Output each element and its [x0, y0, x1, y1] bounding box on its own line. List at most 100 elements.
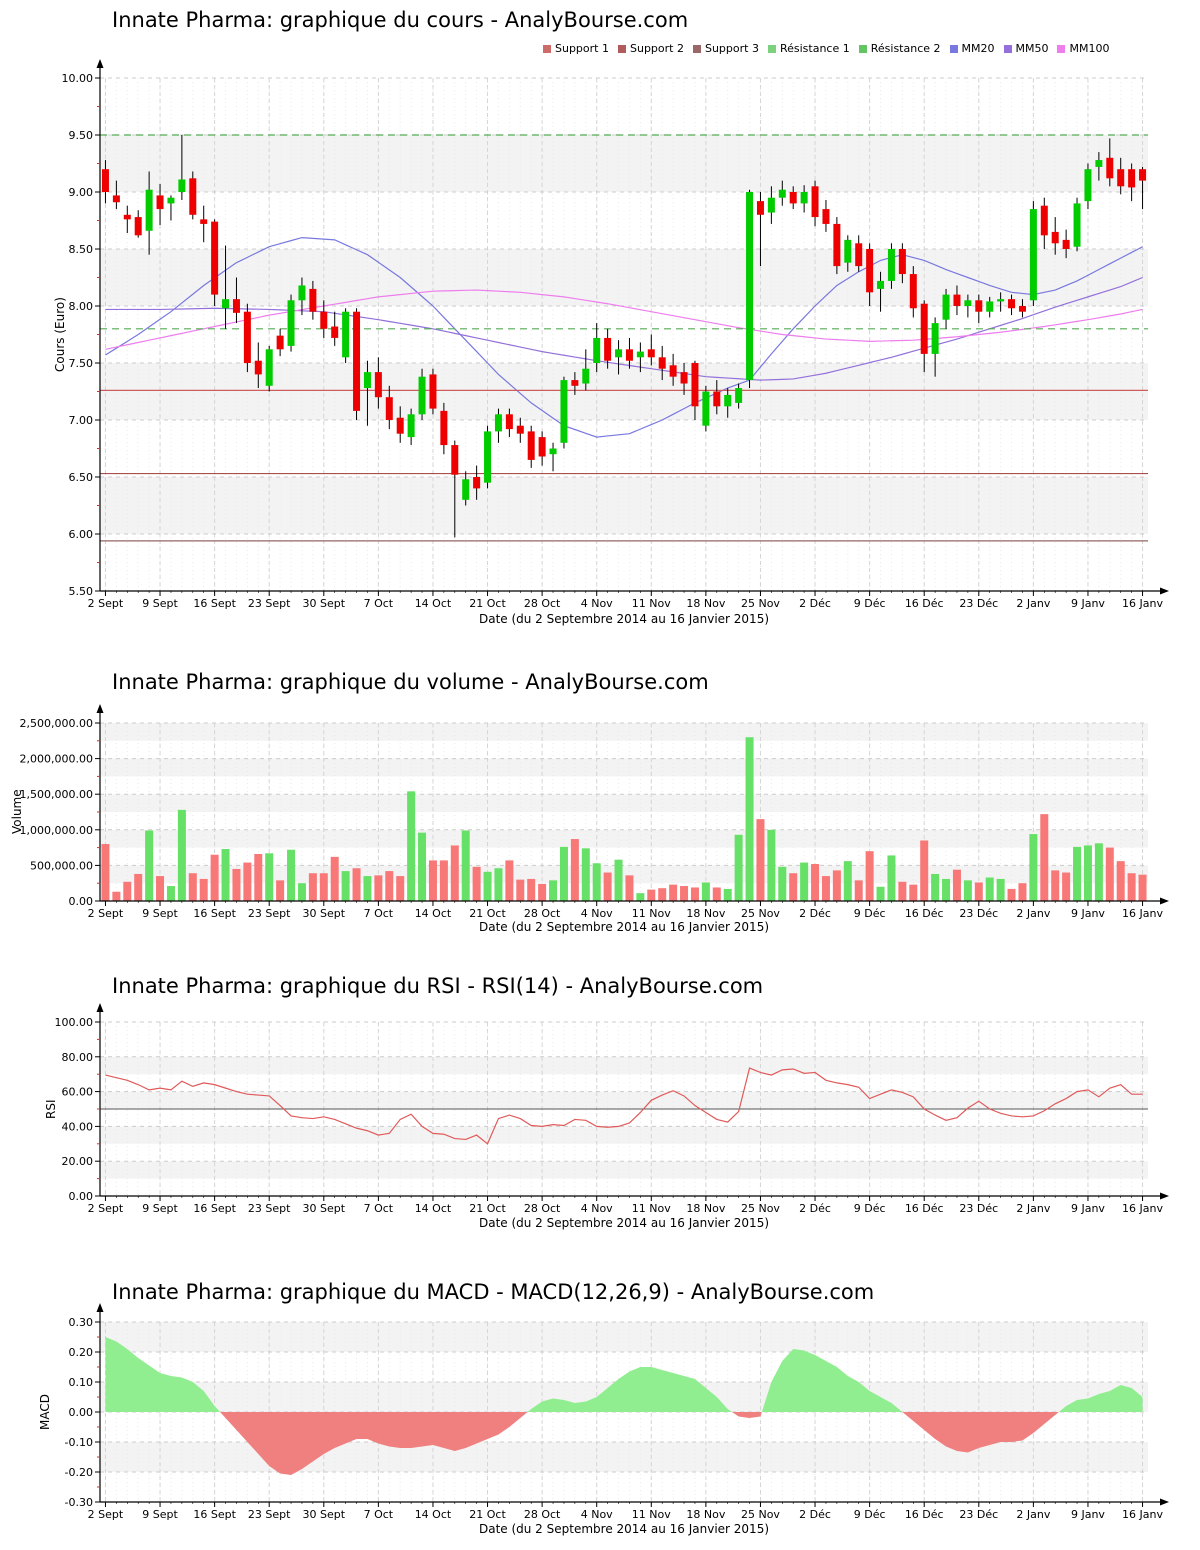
- legend-item: MM20: [949, 42, 995, 55]
- legend-swatch-icon: [1057, 44, 1066, 53]
- svg-text:11 Nov: 11 Nov: [632, 1508, 671, 1521]
- svg-text:4 Nov: 4 Nov: [581, 907, 613, 920]
- svg-text:0.20: 0.20: [69, 1346, 94, 1359]
- svg-text:1,500,000.00: 1,500,000.00: [20, 788, 93, 801]
- svg-text:9 Janv: 9 Janv: [1071, 1508, 1105, 1521]
- legend-item: Résistance 1: [767, 42, 850, 55]
- svg-text:0.00: 0.00: [69, 1190, 94, 1203]
- rsi-line: [105, 1067, 1143, 1145]
- rsi-y-axis-label: RSI: [44, 1099, 58, 1119]
- svg-text:9 Déc: 9 Déc: [854, 597, 886, 610]
- legend-label: MM100: [1069, 42, 1110, 55]
- svg-text:2 Déc: 2 Déc: [799, 907, 831, 920]
- volume-series: [101, 737, 1147, 901]
- svg-text:7 Oct: 7 Oct: [364, 597, 394, 610]
- svg-text:23 Déc: 23 Déc: [959, 1508, 998, 1521]
- svg-text:8.50: 8.50: [69, 243, 94, 256]
- svg-text:6.00: 6.00: [69, 528, 94, 541]
- svg-text:80.00: 80.00: [62, 1051, 94, 1064]
- svg-text:9 Déc: 9 Déc: [854, 1202, 886, 1215]
- legend-item: Support 1: [543, 42, 609, 55]
- svg-text:14 Oct: 14 Oct: [415, 1508, 452, 1521]
- svg-text:0.30: 0.30: [69, 1316, 94, 1329]
- svg-text:16 Déc: 16 Déc: [905, 1202, 944, 1215]
- svg-text:-0.10: -0.10: [65, 1436, 93, 1449]
- svg-text:2 Janv: 2 Janv: [1016, 1202, 1050, 1215]
- svg-text:2 Janv: 2 Janv: [1016, 907, 1050, 920]
- svg-text:2 Sept: 2 Sept: [88, 1202, 124, 1215]
- svg-text:2,000,000.00: 2,000,000.00: [20, 753, 93, 766]
- svg-text:30 Sept: 30 Sept: [303, 1202, 346, 1215]
- svg-text:30 Sept: 30 Sept: [303, 597, 346, 610]
- svg-text:5.50: 5.50: [69, 585, 94, 598]
- svg-text:2 Déc: 2 Déc: [799, 1508, 831, 1521]
- svg-text:6.50: 6.50: [69, 471, 94, 484]
- svg-text:4 Nov: 4 Nov: [581, 597, 613, 610]
- svg-text:16 Sept: 16 Sept: [193, 907, 236, 920]
- svg-text:0.00: 0.00: [69, 1406, 94, 1419]
- svg-text:1,000,000.00: 1,000,000.00: [20, 824, 93, 837]
- price-chart-title: Innate Pharma: graphique du cours - Anal…: [112, 8, 689, 32]
- svg-text:8.00: 8.00: [69, 300, 94, 313]
- price-chart-legend: Support 1 Support 2 Support 3 Résistance 1 R…: [543, 42, 1109, 55]
- ma-line-mm100: [105, 289, 1143, 350]
- svg-text:30 Sept: 30 Sept: [303, 907, 346, 920]
- svg-text:14 Oct: 14 Oct: [415, 907, 452, 920]
- svg-text:9 Janv: 9 Janv: [1071, 1202, 1105, 1215]
- legend-swatch-icon: [692, 44, 701, 53]
- svg-text:0.00: 0.00: [69, 895, 94, 908]
- svg-text:9 Sept: 9 Sept: [142, 907, 178, 920]
- legend-label: MM20: [961, 42, 995, 55]
- legend-swatch-icon: [1003, 44, 1012, 53]
- volume-y-axis-label: Volume: [10, 789, 24, 835]
- svg-text:20.00: 20.00: [62, 1155, 94, 1168]
- svg-text:16 Janv: 16 Janv: [1122, 1202, 1163, 1215]
- legend-label: Support 2: [629, 42, 684, 55]
- price-plot: 5.50 6.00 6.50 7.00 7.50 8.00 8.50 9.00 9.50 10.0…: [62, 59, 1169, 610]
- price-x-axis-label: Date (du 2 Septembre 2014 au 16 Janvier …: [478, 612, 770, 626]
- svg-text:21 Oct: 21 Oct: [469, 1202, 506, 1215]
- legend-label: Support 3: [704, 42, 759, 55]
- svg-text:7 Oct: 7 Oct: [364, 1202, 394, 1215]
- legend-label: MM50: [1015, 42, 1049, 55]
- rsi-chart-title: Innate Pharma: graphique du RSI - RSI(14…: [112, 974, 764, 998]
- svg-text:18 Nov: 18 Nov: [686, 1202, 725, 1215]
- svg-text:21 Oct: 21 Oct: [469, 1508, 506, 1521]
- svg-text:25 Nov: 25 Nov: [741, 1202, 780, 1215]
- svg-text:23 Sept: 23 Sept: [248, 597, 291, 610]
- svg-text:18 Nov: 18 Nov: [686, 597, 725, 610]
- svg-text:0.10: 0.10: [69, 1376, 94, 1389]
- svg-text:4 Nov: 4 Nov: [581, 1202, 613, 1215]
- legend-swatch-icon: [617, 44, 626, 53]
- legend-swatch-icon: [949, 44, 958, 53]
- ma-line-mm20: [105, 236, 1143, 438]
- svg-text:16 Déc: 16 Déc: [905, 907, 944, 920]
- macd-plot: -0.30 -0.20 -0.10 0.00 0.10 0.20 0.30 2 Sept 9 S…: [65, 1303, 1169, 1521]
- macd-x-axis-label: Date (du 2 Septembre 2014 au 16 Janvier …: [478, 1522, 770, 1536]
- svg-text:16 Sept: 16 Sept: [193, 1202, 236, 1215]
- macd-chart-title: Innate Pharma: graphique du MACD - MACD(…: [112, 1280, 875, 1304]
- legend-item: MM100: [1057, 42, 1109, 55]
- svg-text:16 Janv: 16 Janv: [1122, 597, 1163, 610]
- svg-text:-0.30: -0.30: [65, 1496, 93, 1509]
- svg-text:7.00: 7.00: [69, 414, 94, 427]
- rsi-plot: 0.00 20.00 40.00 60.00 80.00 100.00 2 Sept 9 Se…: [55, 1003, 1169, 1215]
- svg-text:25 Nov: 25 Nov: [741, 907, 780, 920]
- legend-label: Résistance 1: [779, 42, 850, 55]
- svg-text:18 Nov: 18 Nov: [686, 1508, 725, 1521]
- macd-area-positive: [105, 1337, 1143, 1412]
- svg-text:7 Oct: 7 Oct: [364, 907, 394, 920]
- legend-label: Support 1: [555, 42, 609, 55]
- svg-text:14 Oct: 14 Oct: [415, 1202, 452, 1215]
- svg-text:9 Déc: 9 Déc: [854, 1508, 886, 1521]
- svg-text:2 Sept: 2 Sept: [88, 907, 124, 920]
- svg-text:9 Janv: 9 Janv: [1071, 907, 1105, 920]
- svg-text:2 Sept: 2 Sept: [88, 1508, 124, 1521]
- svg-text:9 Sept: 9 Sept: [142, 1202, 178, 1215]
- svg-text:-0.20: -0.20: [65, 1466, 93, 1479]
- rsi-x-axis-label: Date (du 2 Septembre 2014 au 16 Janvier …: [478, 1216, 770, 1230]
- svg-text:9 Sept: 9 Sept: [142, 1508, 178, 1521]
- svg-text:16 Sept: 16 Sept: [193, 1508, 236, 1521]
- legend-item: Support 3: [692, 42, 759, 55]
- svg-text:28 Oct: 28 Oct: [524, 907, 561, 920]
